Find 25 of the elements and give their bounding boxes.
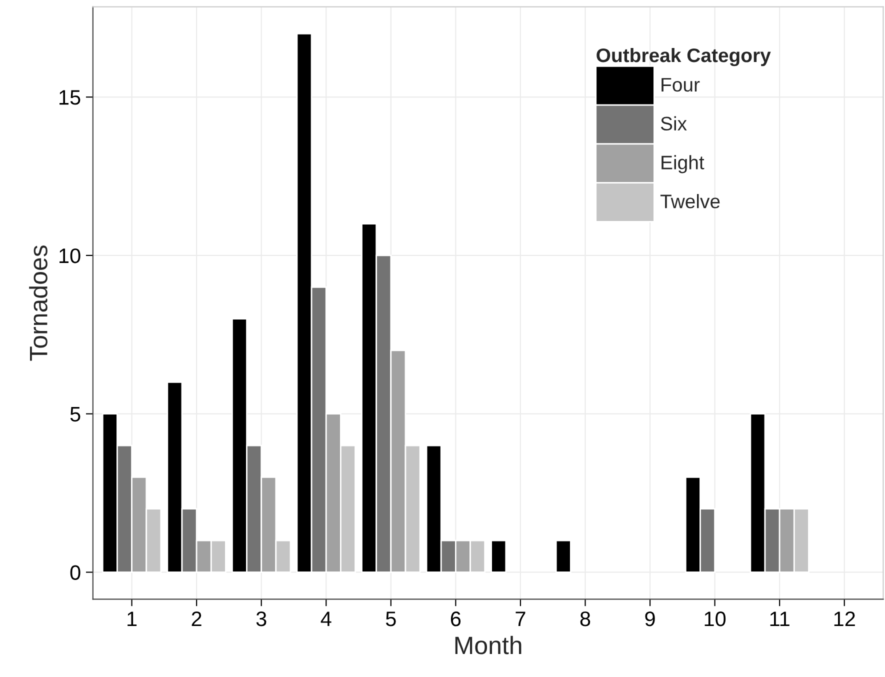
x-tick-label: 3 [256, 612, 266, 626]
x-tick-label: 11 [770, 612, 790, 626]
legend-label: Six [660, 116, 687, 131]
legend-title: Outbreak Category [596, 48, 771, 66]
y-axis-title: Tornadoes [29, 245, 48, 361]
y-tick-label: 15 [60, 90, 80, 105]
y-tick-label: 5 [70, 407, 80, 422]
y-tick-label: 0 [70, 565, 80, 580]
x-tick-label: 9 [645, 612, 655, 626]
x-tick-label: 10 [704, 612, 726, 626]
x-axis-title: Month [455, 636, 522, 654]
x-tick-label: 1 [128, 612, 137, 626]
bar [555, 540, 572, 573]
legend-label: Eight [662, 155, 704, 174]
legend-label: Four [662, 78, 700, 92]
x-tick-label: 12 [834, 612, 855, 626]
bar [490, 540, 507, 573]
y-tick-label: 10 [60, 248, 80, 264]
x-tick-label: 4 [320, 612, 332, 626]
x-tick-label: 8 [580, 612, 590, 626]
x-tick-label: 2 [192, 612, 202, 626]
x-tick-label: 5 [386, 612, 396, 626]
x-tick-label: 6 [450, 612, 461, 626]
x-tick-label: 7 [516, 612, 526, 626]
legend-label: Twelve [660, 194, 720, 208]
